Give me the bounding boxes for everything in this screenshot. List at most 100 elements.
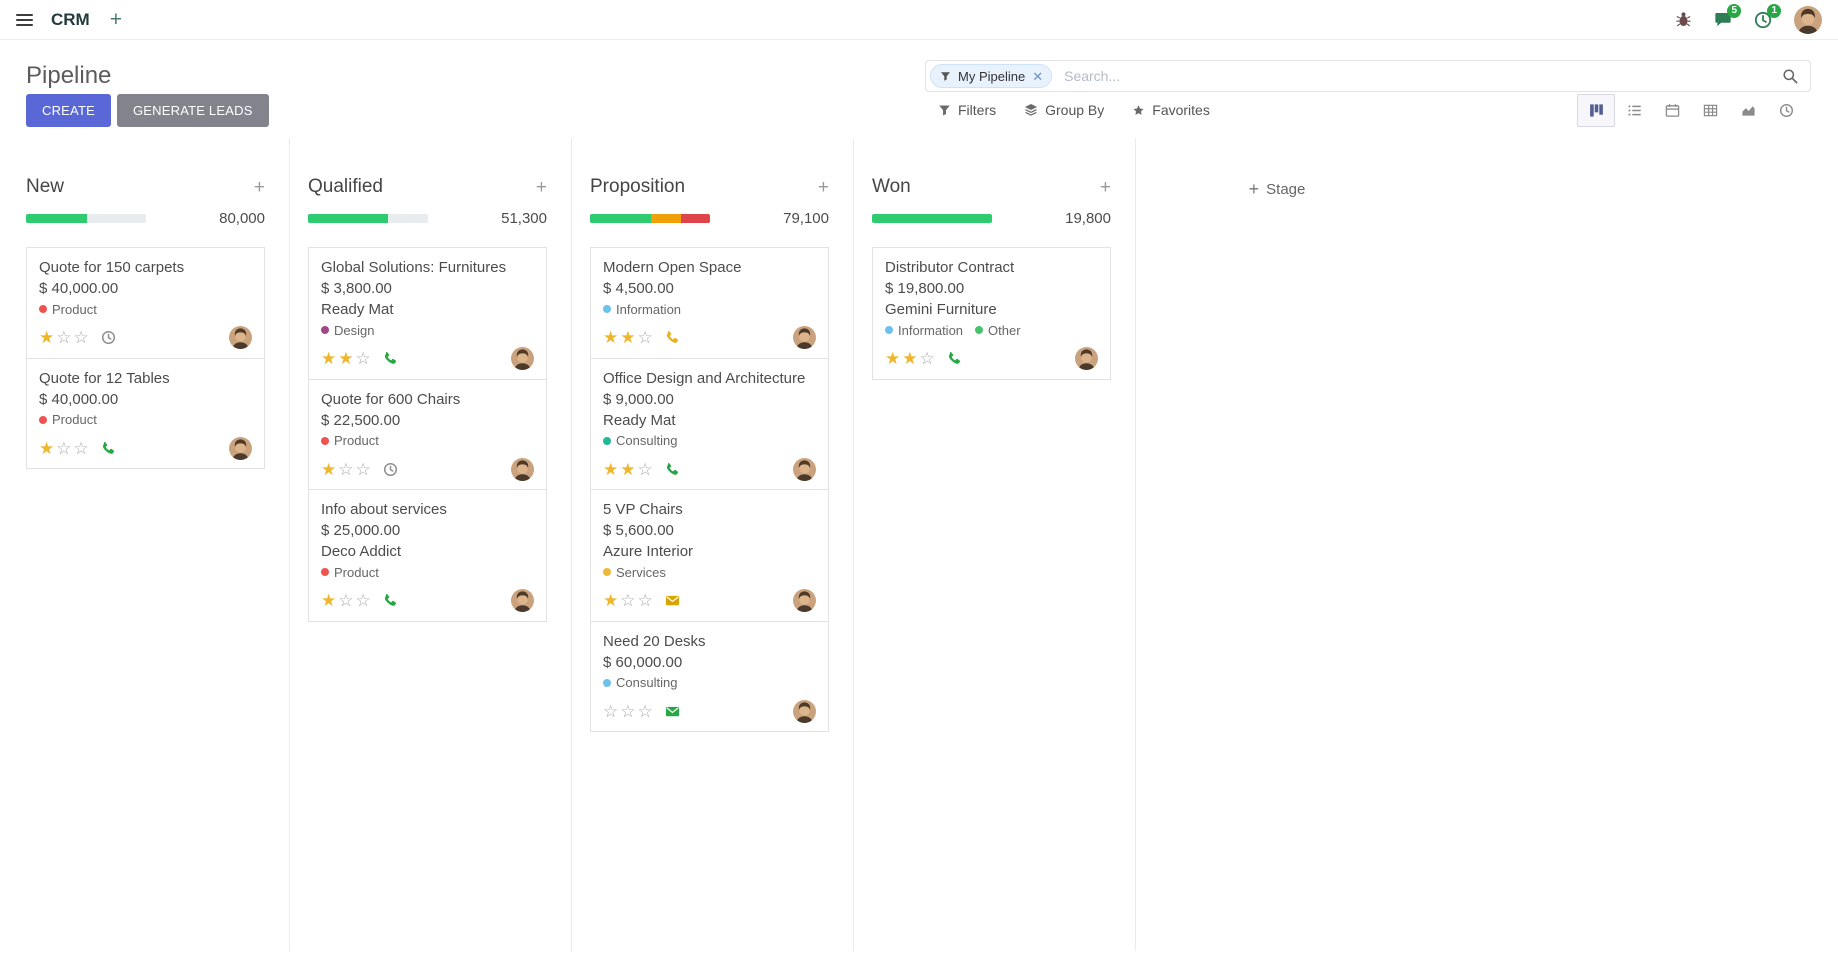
priority-star-icon[interactable]: ☆ bbox=[355, 591, 371, 610]
priority-star-icon[interactable]: ☆ bbox=[338, 459, 354, 479]
priority-star-icon[interactable]: ☆ bbox=[637, 701, 653, 721]
phone-activity-icon[interactable] bbox=[383, 351, 398, 366]
priority-star-icon[interactable]: ☆ bbox=[919, 349, 935, 368]
page-title: Pipeline bbox=[26, 62, 112, 89]
view-switcher-list[interactable] bbox=[1615, 94, 1653, 127]
kanban-card[interactable]: Info about services $ 25,000.00 Deco Addic… bbox=[308, 489, 547, 622]
filters-menu[interactable]: Filters bbox=[938, 102, 996, 118]
column-progressbar[interactable] bbox=[590, 214, 710, 223]
column-quick-create-icon[interactable]: + bbox=[1099, 176, 1111, 198]
priority-star-icon[interactable]: ★ bbox=[620, 328, 636, 347]
app-name[interactable]: CRM bbox=[51, 9, 90, 29]
priority-star-icon[interactable]: ★ bbox=[902, 349, 918, 368]
create-button[interactable]: CREATE bbox=[26, 94, 111, 127]
priority-star-icon[interactable]: ☆ bbox=[355, 349, 371, 368]
priority-star-icon[interactable]: ☆ bbox=[620, 591, 636, 610]
phone-activity-icon[interactable] bbox=[665, 462, 680, 477]
view-switcher-kanban[interactable] bbox=[1577, 94, 1615, 127]
phone-activity-icon[interactable] bbox=[101, 441, 116, 456]
priority-star-icon[interactable]: ★ bbox=[603, 591, 619, 610]
view-switcher-pivot[interactable] bbox=[1691, 94, 1729, 127]
card-title: Office Design and Architecture bbox=[603, 369, 806, 387]
priority-star-icon[interactable]: ☆ bbox=[637, 328, 653, 347]
priority-star-icon[interactable]: ★ bbox=[885, 349, 901, 368]
progressbar-segment[interactable] bbox=[872, 214, 992, 223]
card-tags: Services bbox=[603, 563, 816, 581]
priority-star-icon[interactable]: ☆ bbox=[338, 591, 354, 610]
envelope-activity-icon[interactable] bbox=[665, 704, 680, 719]
priority-star-icon[interactable]: ☆ bbox=[603, 701, 619, 721]
progressbar-segment[interactable] bbox=[388, 214, 428, 223]
column-quick-create-icon[interactable]: + bbox=[535, 176, 547, 198]
priority-star-icon[interactable]: ☆ bbox=[56, 438, 72, 458]
kanban-card[interactable]: Quote for 12 Tables $ 40,000.00 Product ★ ☆ ☆ bbox=[26, 357, 265, 469]
group-by-menu[interactable]: Group By bbox=[1024, 102, 1104, 118]
priority-star-icon[interactable]: ☆ bbox=[637, 459, 653, 479]
column-quick-create-icon[interactable]: + bbox=[253, 176, 265, 198]
kanban-card[interactable]: Distributor Contract $ 19,800.00 Gemini Fu… bbox=[872, 247, 1111, 380]
priority-star-icon[interactable]: ★ bbox=[620, 459, 636, 479]
kanban-card[interactable]: Need 20 Desks $ 60,000.00 Consulting ☆ ☆ ☆ bbox=[590, 620, 829, 732]
kanban-card[interactable]: 5 VP Chairs $ 5,600.00 Azure Interior Servi… bbox=[590, 489, 829, 622]
priority-star-icon[interactable]: ☆ bbox=[73, 438, 89, 458]
priority-star-icon[interactable]: ★ bbox=[321, 591, 337, 610]
progressbar-segment[interactable] bbox=[308, 214, 389, 223]
progressbar-segment[interactable] bbox=[590, 214, 652, 223]
activities-clock-icon[interactable]: 1 bbox=[1754, 3, 1781, 29]
priority-star-icon[interactable]: ★ bbox=[39, 438, 55, 458]
user-avatar[interactable] bbox=[1794, 5, 1822, 34]
facet-remove-icon[interactable]: ✕ bbox=[1032, 68, 1044, 84]
column-progressbar[interactable] bbox=[872, 214, 992, 223]
favorites-menu[interactable]: Favorites bbox=[1132, 102, 1210, 118]
priority-star-icon[interactable]: ★ bbox=[603, 328, 619, 347]
view-switcher-activity[interactable] bbox=[1767, 94, 1805, 127]
priority-star-icon[interactable]: ★ bbox=[338, 349, 354, 368]
search-icon[interactable] bbox=[1782, 68, 1798, 84]
card-footer: ★ ★ ☆ bbox=[885, 347, 1098, 371]
priority-star-icon[interactable]: ★ bbox=[321, 459, 337, 479]
phone-activity-icon[interactable] bbox=[947, 351, 962, 366]
envelope-activity-icon[interactable] bbox=[665, 593, 680, 608]
view-switcher-graph[interactable] bbox=[1729, 94, 1767, 127]
search-facet[interactable]: My Pipeline ✕ bbox=[930, 64, 1053, 88]
kanban-card[interactable]: Office Design and Architecture $ 9,000.00… bbox=[590, 357, 829, 490]
column-quick-create-icon[interactable]: + bbox=[817, 176, 829, 198]
priority-star-icon[interactable]: ☆ bbox=[620, 701, 636, 721]
card-amount: $ 4,500.00 bbox=[603, 280, 674, 297]
view-switcher-calendar[interactable] bbox=[1653, 94, 1691, 127]
pivot-icon bbox=[1703, 104, 1717, 117]
priority-star-icon[interactable]: ★ bbox=[39, 328, 55, 347]
generate-leads-button[interactable]: GENERATE LEADS bbox=[116, 94, 269, 127]
progressbar-segment[interactable] bbox=[26, 214, 88, 223]
clock-activity-icon[interactable] bbox=[101, 330, 116, 345]
clock-activity-icon[interactable] bbox=[383, 462, 398, 477]
search-input[interactable] bbox=[1062, 67, 1782, 85]
priority-star-icon[interactable]: ☆ bbox=[56, 328, 72, 347]
priority-star-icon[interactable]: ☆ bbox=[355, 459, 371, 479]
debug-bug-icon[interactable] bbox=[1675, 11, 1692, 28]
plus-icon[interactable]: + bbox=[109, 8, 122, 31]
kanban-card[interactable]: Global Solutions: Furnitures $ 3,800.00 Re… bbox=[308, 247, 547, 380]
priority-star-icon[interactable]: ☆ bbox=[73, 328, 89, 347]
kanban-card[interactable]: Quote for 150 carpets $ 40,000.00 Product ★… bbox=[26, 247, 265, 359]
messages-icon[interactable]: 5 bbox=[1714, 3, 1741, 29]
phone-activity-icon[interactable] bbox=[383, 593, 398, 608]
kanban-card[interactable]: Quote for 600 Chairs $ 22,500.00 Product ★ ☆… bbox=[308, 378, 547, 490]
add-stage-button[interactable]: + Stage bbox=[1249, 180, 1306, 198]
apps-menu-icon[interactable] bbox=[14, 10, 35, 30]
phone-activity-icon[interactable] bbox=[665, 330, 680, 345]
priority-star-icon[interactable]: ☆ bbox=[637, 591, 653, 610]
progressbar-segment[interactable] bbox=[651, 214, 682, 223]
column-progressbar[interactable] bbox=[308, 214, 428, 223]
progressbar-segment[interactable] bbox=[681, 214, 710, 223]
tag-dot bbox=[603, 436, 611, 445]
card-footer: ☆ ☆ ☆ bbox=[603, 699, 816, 723]
search-bar[interactable]: My Pipeline ✕ bbox=[925, 60, 1811, 92]
priority-star-icon[interactable]: ★ bbox=[603, 459, 619, 479]
kanban-card[interactable]: Modern Open Space $ 4,500.00 Information ★ ★… bbox=[590, 247, 829, 359]
progressbar-segment[interactable] bbox=[87, 214, 146, 223]
salesperson-avatar bbox=[511, 347, 534, 370]
priority-star-icon[interactable]: ★ bbox=[321, 349, 337, 368]
column-progressbar[interactable] bbox=[26, 214, 146, 223]
tag-dot bbox=[975, 326, 984, 334]
